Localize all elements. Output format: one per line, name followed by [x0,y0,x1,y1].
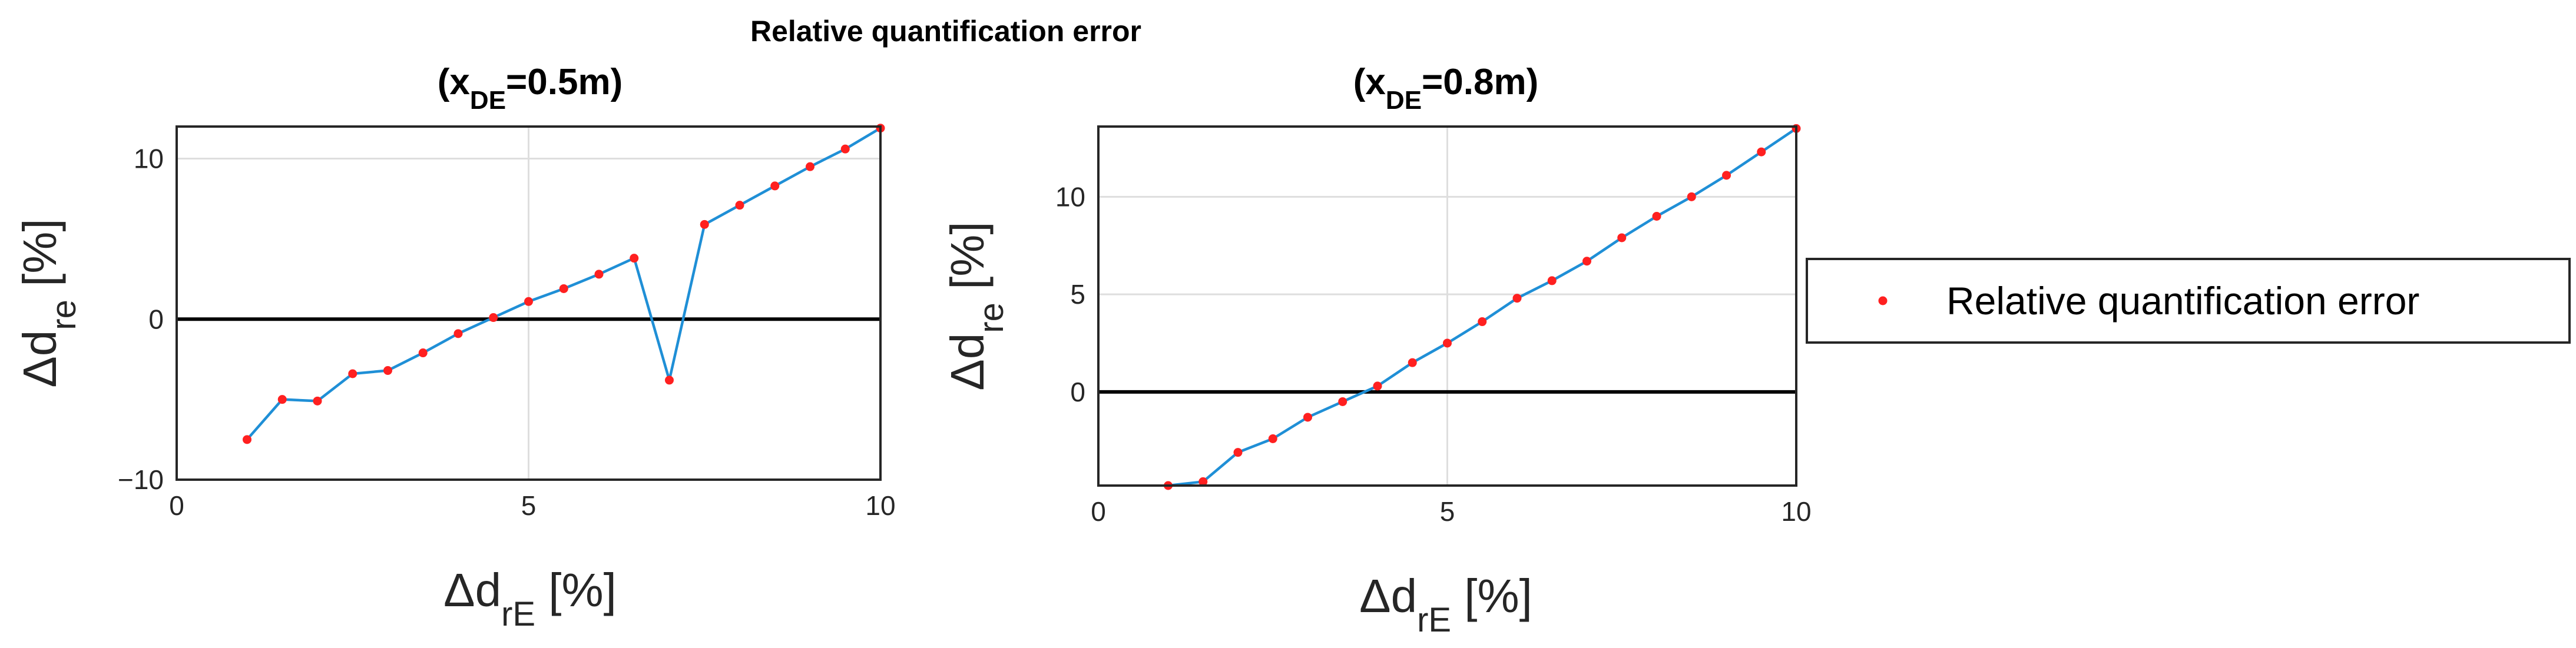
panel-2-points [1164,124,1801,490]
panel-2-ylabel-main: Δd [941,333,994,391]
panel-1-y-tick-labels: −10 0 10 [118,144,164,495]
panel-1-subtitle-rest: =0.5m) [506,62,623,102]
panel-2-x-tick-labels: 0 5 10 [1091,496,1811,527]
panel-2-ylabel-sub: re [972,303,1011,333]
panel-2-point-3 [1268,434,1277,443]
panel-2-subtitle-sub: DE [1386,86,1422,115]
panel-2-ytick-label-0: 0 [1070,377,1085,407]
panel-1-point-10 [594,270,604,279]
panel-1-subtitle-sub: DE [470,86,506,115]
panel-1-point-11 [630,254,639,263]
panel-1-point-15 [770,181,780,191]
panel-2-xtick-label-2: 10 [1781,496,1811,527]
legend-marker [1878,296,1888,305]
panel-1-point-4 [383,366,392,375]
panel-1-ytick-label-2: 10 [134,144,164,174]
legend: Relative quantification error [1806,258,2571,344]
panel-2-point-14 [1652,212,1661,221]
panel-1-point-16 [806,162,814,171]
panel-1-point-8 [524,297,533,306]
panel-1-point-0 [243,435,251,444]
panel-1-point-9 [559,284,568,293]
panel-1-xtick-label-0: 0 [169,490,184,521]
panel-2-subtitle: (xDE=0.8m) [1353,62,1538,115]
panel-2-point-8 [1443,338,1452,348]
panel-1-ylabel-main: Δd [14,330,66,388]
panel-2-point-13 [1617,233,1627,242]
panel-1-xlabel-rest: [%] [535,564,617,616]
panel-1-ylabel-rest: [%] [14,218,66,300]
panel-2-subtitle-rest: =0.8m) [1422,62,1538,102]
panel-1-point-17 [840,144,850,154]
panel-2-point-9 [1478,317,1487,327]
panel-2-point-11 [1547,276,1557,285]
panel-1-ytick-label-1: 0 [148,304,164,334]
panel-2-y-tick-labels: 0 5 10 [1055,181,1085,407]
panel-1-point-1 [277,395,287,404]
panel-1-subtitle-prefix: (x [438,62,471,102]
panel-1-y-axis-label: Δdre [%] [14,218,83,387]
panel-2-point-4 [1303,413,1312,422]
panel-2-ylabel-rest: [%] [941,221,994,303]
panel-1-ytick-label-0: −10 [118,464,164,495]
panel-1-point-12 [665,375,674,385]
panel-2-xlabel-main: Δd [1359,570,1417,622]
panel-1-xtick-label-1: 5 [521,490,537,521]
panel-2-point-6 [1373,381,1382,391]
panel-2-point-10 [1512,294,1522,303]
panel-2-ytick-label-2: 10 [1055,181,1085,212]
panel-2-axes-frame [1097,125,1797,487]
panel-2-point-7 [1408,358,1417,367]
figure-title: Relative quantification error [750,15,1141,48]
panel-1-xtick-label-2: 10 [865,490,895,521]
panel-2-xlabel-sub: rE [1417,601,1451,639]
panel-2-point-16 [1722,171,1731,180]
panel-2-point-15 [1687,192,1696,201]
legend-entry-label: Relative quantification error [1946,279,2419,323]
panel-1-xlabel-main: Δd [443,564,501,616]
panel-1-point-3 [348,369,357,378]
panel-2-ytick-label-1: 5 [1070,279,1085,310]
panel-1-axes-frame [176,125,882,481]
panel-1-point-7 [489,313,498,323]
panel-2-point-2 [1233,448,1243,457]
panel-1-x-tick-labels: 0 5 10 [169,490,895,521]
panel-1-point-5 [418,348,428,358]
panel-2-xlabel-rest: [%] [1451,570,1532,622]
panel-2-xtick-label-0: 0 [1091,496,1106,527]
panel-2-point-17 [1757,147,1766,157]
panel-2-point-5 [1338,397,1347,406]
panel-1-point-14 [735,201,744,210]
panel-1-point-13 [700,220,709,229]
panel-2-x-axis-label: ΔdrE [%] [1359,570,1532,639]
panel-2-subtitle-prefix: (x [1353,62,1386,102]
panel-2-point-12 [1582,257,1591,266]
panel-1-point-6 [453,329,463,338]
panel-2-point-1 [1198,477,1208,486]
panel-1-points [243,124,885,444]
panel-1-point-2 [313,396,322,406]
panel-2-y-axis-label: Δdre [%] [941,221,1011,390]
panel-1-subtitle: (xDE=0.5m) [438,62,623,115]
panel-1-ylabel-sub: re [45,300,83,330]
panel-1-x-axis-label: ΔdrE [%] [443,564,617,633]
legend-box [1806,258,2571,344]
panel-2-xtick-label-1: 5 [1440,496,1455,527]
panel-1-xlabel-sub: rE [501,595,535,633]
